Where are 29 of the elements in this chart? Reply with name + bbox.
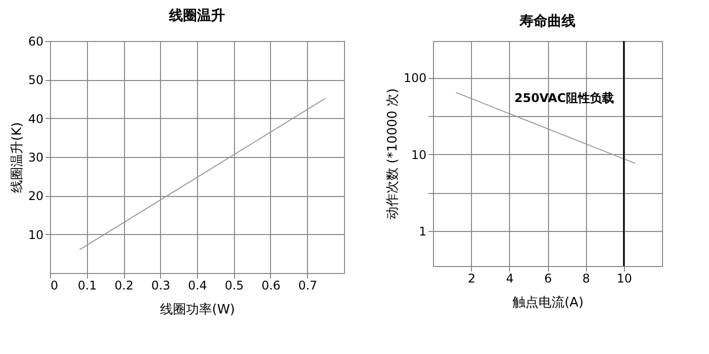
annotation: 250VAC阻性负载 [514,91,614,105]
x-tick-label: 0.7 [298,278,318,292]
y-tick-label: 40 [28,112,44,126]
chart-title: 寿命曲线 [518,13,576,30]
x-tick-label: 10 [616,272,632,286]
x-tick-label: 0.3 [151,278,170,292]
x-tick-label: 0.4 [188,278,208,292]
y-tick-label: 60 [28,34,44,48]
x-tick-label: 0 [50,278,58,292]
x-tick-label: 0.2 [114,278,134,292]
x-tick-label: 0.6 [261,278,281,292]
chart-title: 线圈温升 [168,7,225,24]
y-axis-title: 线圈温升(K) [10,122,26,193]
x-axis-title: 触点电流(A) [512,294,584,310]
y-axis-title: 动作次数 (*10000 次) [386,88,401,220]
y-tick-label: 10 [411,148,426,162]
y-tick-label: 50 [28,73,44,88]
x-tick-label: 0.1 [78,278,97,292]
y-tick-label: 30 [28,150,44,164]
x-tick-label: 0.5 [224,278,244,292]
y-tick-label: 10 [28,228,44,242]
x-tick-label: 4 [506,272,514,286]
y-tick-label: 1 [418,224,426,239]
x-tick-label: 8 [582,272,590,286]
x-tick-label: 2 [468,272,476,286]
x-tick-label: 6 [544,272,552,286]
y-tick-label: 20 [28,189,44,204]
x-axis-title: 线圈功率(W) [160,302,235,318]
y-tick-label: 100 [404,71,426,86]
